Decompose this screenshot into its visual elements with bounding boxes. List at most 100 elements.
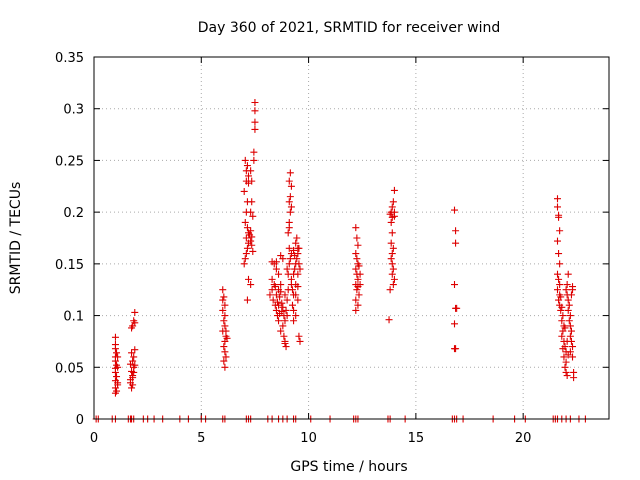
data-point (111, 333, 119, 341)
data-point (240, 260, 248, 268)
data-point (452, 345, 460, 353)
data-point (129, 357, 137, 365)
data-point (356, 270, 364, 278)
data-point (281, 317, 289, 325)
data-point (221, 322, 229, 330)
y-tick-label: 0.2 (63, 206, 84, 221)
data-point (277, 252, 285, 260)
data-point (266, 291, 274, 299)
data-point (554, 237, 561, 245)
data-point (554, 195, 561, 203)
data-point (554, 270, 561, 278)
data-point (220, 357, 228, 365)
data-point (554, 203, 561, 211)
data-point (569, 283, 577, 291)
data-point (113, 373, 121, 381)
data-point (555, 213, 563, 221)
data-point (386, 286, 394, 294)
data-point (219, 306, 227, 314)
data-point (247, 281, 255, 289)
data-point (277, 288, 285, 296)
data-point (129, 381, 137, 389)
data-point (558, 303, 566, 311)
data-point (243, 224, 251, 232)
data-point (352, 250, 360, 258)
data-point (389, 265, 397, 273)
data-point (282, 306, 290, 314)
data-point (451, 206, 458, 214)
data-point (567, 291, 575, 299)
data-point (294, 283, 302, 291)
data-point (276, 310, 284, 318)
data-point (286, 255, 294, 263)
data-point (390, 186, 398, 194)
data-point (248, 233, 256, 241)
data-point (286, 193, 294, 201)
data-point (292, 291, 300, 299)
data-point (558, 332, 566, 340)
data-point (387, 218, 395, 226)
data-point (251, 99, 259, 107)
data-point (388, 260, 396, 268)
data-point (114, 353, 122, 361)
data-point (563, 281, 571, 289)
data-point (287, 182, 295, 190)
x-tick-label: 10 (300, 431, 317, 446)
data-point (283, 296, 291, 304)
data-point (114, 363, 122, 371)
data-point (285, 260, 293, 268)
data-point (290, 306, 298, 314)
data-point (556, 227, 564, 235)
data-point (131, 346, 139, 354)
data-point (243, 162, 251, 170)
data-point (131, 308, 139, 316)
data-point (221, 301, 229, 309)
data-point (292, 239, 300, 247)
data-point (555, 275, 563, 283)
data-point (569, 343, 577, 351)
data-point (354, 283, 362, 291)
y-tick-label: 0.15 (55, 258, 84, 273)
data-point (219, 296, 227, 304)
plot-frame (93, 56, 610, 420)
data-point (389, 281, 397, 289)
data-points (92, 99, 589, 423)
data-point (241, 218, 249, 226)
data-point (451, 320, 458, 328)
data-point (271, 283, 279, 291)
data-point (556, 260, 564, 268)
data-point (389, 244, 397, 252)
data-point (564, 306, 572, 314)
data-point (131, 319, 139, 327)
chart-title: Day 360 of 2021, SRMTID for receiver win… (198, 20, 501, 36)
data-point (354, 301, 362, 309)
data-point (560, 353, 568, 361)
y-tick-label: 0.05 (55, 361, 84, 376)
data-point (561, 363, 569, 371)
data-point (277, 327, 285, 335)
data-point (388, 229, 396, 237)
data-point (563, 372, 571, 380)
data-point (220, 343, 228, 351)
data-point (296, 337, 304, 345)
data-point (286, 208, 294, 216)
data-point (250, 156, 258, 164)
data-point (222, 353, 230, 361)
data-point (294, 296, 302, 304)
data-point (565, 317, 573, 325)
data-point (279, 322, 287, 330)
data-point (566, 312, 574, 320)
data-point (243, 244, 251, 252)
data-point (557, 306, 565, 314)
data-point (352, 296, 360, 304)
data-point (283, 265, 291, 273)
data-point (352, 306, 360, 314)
data-point (353, 286, 361, 294)
data-point (565, 301, 573, 309)
data-point (221, 363, 229, 371)
data-point (292, 312, 300, 320)
data-point (114, 379, 122, 387)
y-tick-label: 0.35 (55, 51, 84, 66)
data-point (251, 118, 259, 126)
data-point (287, 275, 295, 283)
